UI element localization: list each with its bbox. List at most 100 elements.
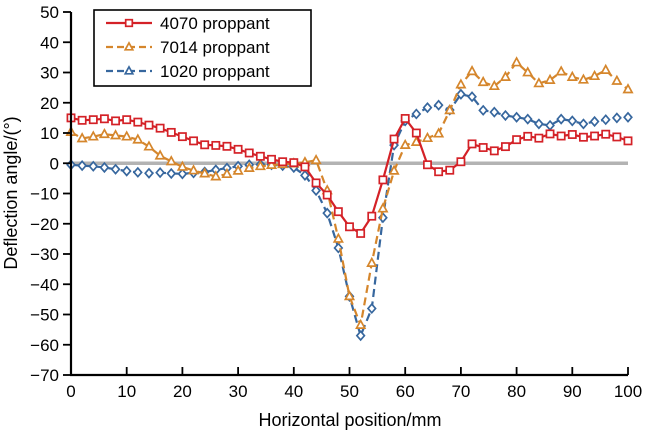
triangle-marker bbox=[622, 83, 634, 94]
triangle-marker bbox=[511, 56, 523, 67]
diamond-marker bbox=[556, 113, 567, 125]
y-tick-label: −20 bbox=[30, 215, 59, 234]
triangle-marker bbox=[343, 290, 356, 301]
square-marker bbox=[467, 139, 477, 149]
x-tick-label: 60 bbox=[396, 382, 415, 401]
square-marker bbox=[333, 207, 343, 217]
triangle-marker bbox=[444, 104, 456, 115]
square-marker bbox=[233, 144, 243, 154]
triangle-marker bbox=[332, 232, 344, 243]
square-marker bbox=[244, 148, 254, 158]
series-group bbox=[65, 56, 634, 342]
square-marker bbox=[311, 178, 321, 188]
series-4070-proppant bbox=[66, 113, 633, 238]
triangle-marker bbox=[221, 167, 233, 179]
square-marker bbox=[278, 157, 288, 167]
square-marker bbox=[411, 128, 421, 138]
triangle-marker bbox=[121, 130, 133, 141]
x-tick-label: 20 bbox=[173, 382, 192, 401]
square-marker bbox=[300, 162, 310, 172]
square-marker bbox=[111, 116, 121, 126]
triangle-marker bbox=[589, 69, 601, 81]
square-marker bbox=[378, 175, 388, 185]
diamond-marker bbox=[99, 161, 110, 174]
diamond-marker bbox=[422, 101, 433, 114]
y-tick-label: −30 bbox=[30, 245, 59, 264]
diamond-marker bbox=[478, 104, 489, 116]
legend: 4070 proppant 7014 proppant 1020 proppant bbox=[93, 9, 312, 87]
square-marker bbox=[189, 136, 198, 146]
square-marker bbox=[389, 134, 399, 144]
square-marker bbox=[356, 228, 366, 238]
diamond-marker bbox=[132, 166, 143, 178]
diamond-marker bbox=[533, 118, 544, 130]
x-axis-ticks: 0 10 20 30 40 50 60 70 80 90 100 bbox=[66, 367, 642, 401]
diamond-marker bbox=[110, 163, 121, 175]
square-marker bbox=[133, 117, 143, 127]
square-marker bbox=[445, 165, 455, 175]
triangle-marker bbox=[76, 132, 88, 143]
triangle-marker bbox=[310, 153, 322, 165]
square-marker bbox=[322, 190, 332, 200]
square-marker bbox=[434, 167, 444, 177]
diamond-marker bbox=[121, 165, 132, 177]
triangle-marker bbox=[399, 138, 411, 150]
y-tick-label: 30 bbox=[40, 64, 59, 83]
diamond-marker bbox=[511, 111, 522, 123]
x-tick-label: 90 bbox=[563, 382, 582, 401]
square-marker bbox=[155, 123, 165, 133]
legend-label: 1020 proppant bbox=[160, 62, 270, 81]
diamond-marker bbox=[500, 109, 511, 122]
triangle-marker bbox=[555, 65, 567, 76]
diamond-marker bbox=[311, 184, 321, 197]
square-marker bbox=[623, 136, 633, 146]
square-marker bbox=[211, 140, 221, 150]
diamond-marker bbox=[300, 169, 310, 181]
y-tick-label: −60 bbox=[30, 336, 59, 355]
y-tick-label: −10 bbox=[30, 185, 59, 204]
triangle-marker bbox=[199, 167, 211, 178]
square-marker bbox=[612, 132, 622, 142]
square-marker bbox=[255, 151, 265, 161]
triangle-marker bbox=[366, 256, 378, 267]
triangle-marker bbox=[123, 41, 135, 51]
y-tick-label: 40 bbox=[40, 33, 59, 52]
diamond-marker bbox=[88, 160, 99, 172]
square-marker bbox=[124, 18, 134, 28]
triangle-marker bbox=[87, 130, 99, 141]
triangle-marker bbox=[477, 75, 489, 87]
triangle-marker bbox=[466, 65, 478, 76]
x-tick-label: 80 bbox=[507, 382, 526, 401]
triangle-marker bbox=[421, 131, 434, 143]
square-marker bbox=[345, 222, 354, 232]
x-tick-label: 70 bbox=[451, 382, 470, 401]
diamond-marker bbox=[489, 106, 500, 118]
diamond-marker bbox=[455, 88, 466, 100]
square-marker bbox=[122, 115, 132, 125]
triangle-marker bbox=[455, 78, 467, 89]
square-marker bbox=[489, 146, 499, 156]
diamond-marker bbox=[322, 207, 333, 219]
diamond-marker bbox=[600, 114, 611, 126]
diamond-marker bbox=[611, 112, 622, 124]
square-marker bbox=[166, 127, 176, 137]
triangle-marker bbox=[377, 202, 389, 213]
diamond-marker bbox=[467, 91, 477, 103]
square-marker bbox=[367, 211, 377, 221]
x-tick-label: 10 bbox=[117, 382, 136, 401]
series-line bbox=[70, 116, 629, 235]
square-marker bbox=[423, 160, 432, 170]
triangle-marker bbox=[154, 149, 166, 160]
square-marker bbox=[534, 133, 544, 143]
diamond-marker bbox=[155, 167, 166, 179]
diamond-marker bbox=[522, 113, 533, 125]
x-tick-label: 100 bbox=[614, 382, 642, 401]
triangle-marker bbox=[355, 318, 367, 329]
diamond-marker bbox=[389, 139, 399, 151]
square-marker bbox=[545, 129, 555, 139]
square-marker bbox=[77, 115, 87, 125]
series-line bbox=[70, 61, 629, 327]
triangle-marker bbox=[243, 161, 255, 172]
